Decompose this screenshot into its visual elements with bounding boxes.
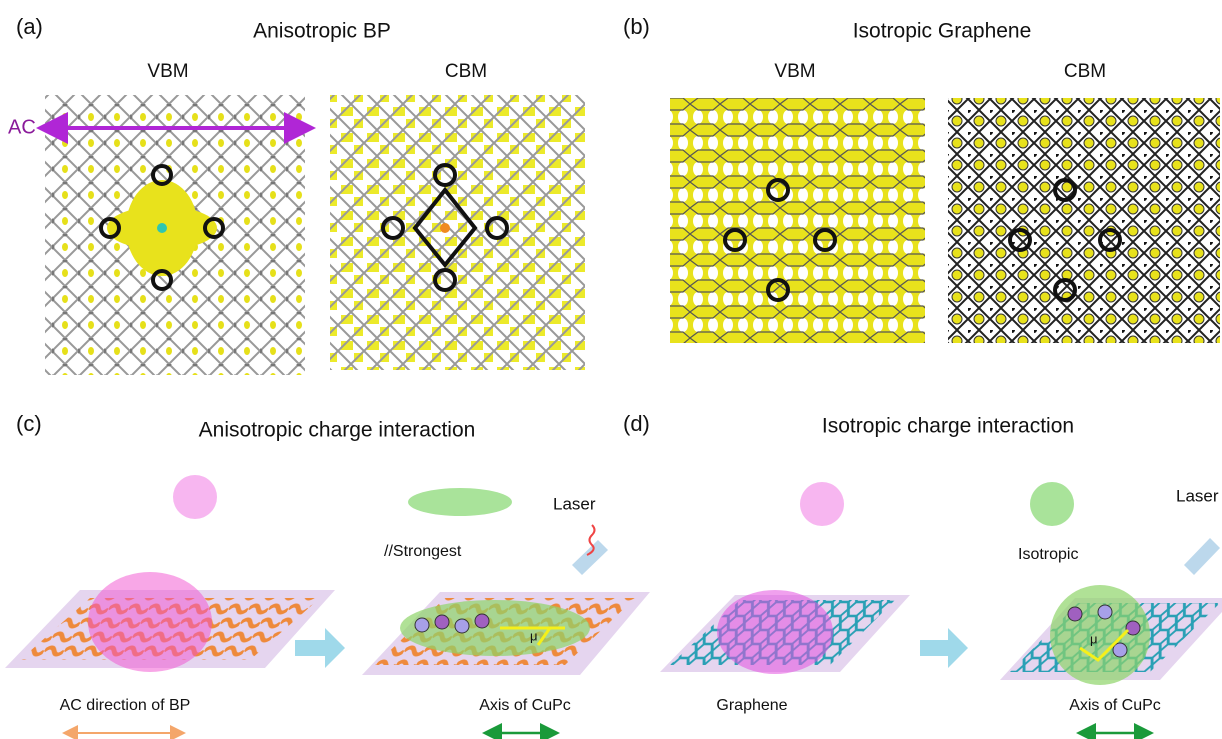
panel-title: Anisotropic BP xyxy=(253,20,391,43)
panel-label: (a) xyxy=(16,14,43,39)
annotation: Isotropic xyxy=(1018,546,1078,563)
graphene-cbm-lattice xyxy=(948,98,1220,343)
annotation: Laser xyxy=(553,494,596,513)
bp-cbm-lattice xyxy=(330,95,585,370)
exciton-ellipse xyxy=(408,488,512,516)
laser xyxy=(1184,538,1220,575)
caption: AC direction of BP xyxy=(60,697,191,714)
caption: Graphene xyxy=(716,697,787,714)
panel-title: Isotropic Graphene xyxy=(853,20,1032,43)
caption: Axis of CuPc xyxy=(479,697,571,714)
exciton-circle xyxy=(1030,482,1074,526)
panel-label: (b) xyxy=(623,14,650,39)
annotation: //Strongest xyxy=(384,543,462,560)
axis-label: AC xyxy=(8,116,36,138)
subpanel-label: CBM xyxy=(1064,61,1106,82)
exciton-circle xyxy=(800,482,844,526)
exciton-circle xyxy=(173,475,217,519)
subpanel-label: VBM xyxy=(774,61,815,82)
annotation: Laser xyxy=(1176,486,1219,505)
figure: (a) Anisotropic BP VBM CBM AC (b) Isotro… xyxy=(0,0,1222,739)
laser xyxy=(572,540,608,575)
subpanel-label: VBM xyxy=(147,61,188,82)
exciton-spot xyxy=(717,590,833,674)
mu: μ xyxy=(1090,631,1098,646)
panel-title: Anisotropic charge interaction xyxy=(199,419,476,442)
caption: Axis of CuPc xyxy=(1069,697,1161,714)
mu: μ xyxy=(530,628,538,643)
subpanel-label: CBM xyxy=(445,61,487,82)
panel-title: Isotropic charge interaction xyxy=(822,415,1074,438)
panel-label: (d) xyxy=(623,411,650,436)
panel-label: (c) xyxy=(16,411,42,436)
process-arrow xyxy=(920,628,968,668)
graphene-vbm-lattice xyxy=(670,98,925,343)
process-arrow xyxy=(295,628,345,668)
exciton-spot xyxy=(88,572,212,672)
